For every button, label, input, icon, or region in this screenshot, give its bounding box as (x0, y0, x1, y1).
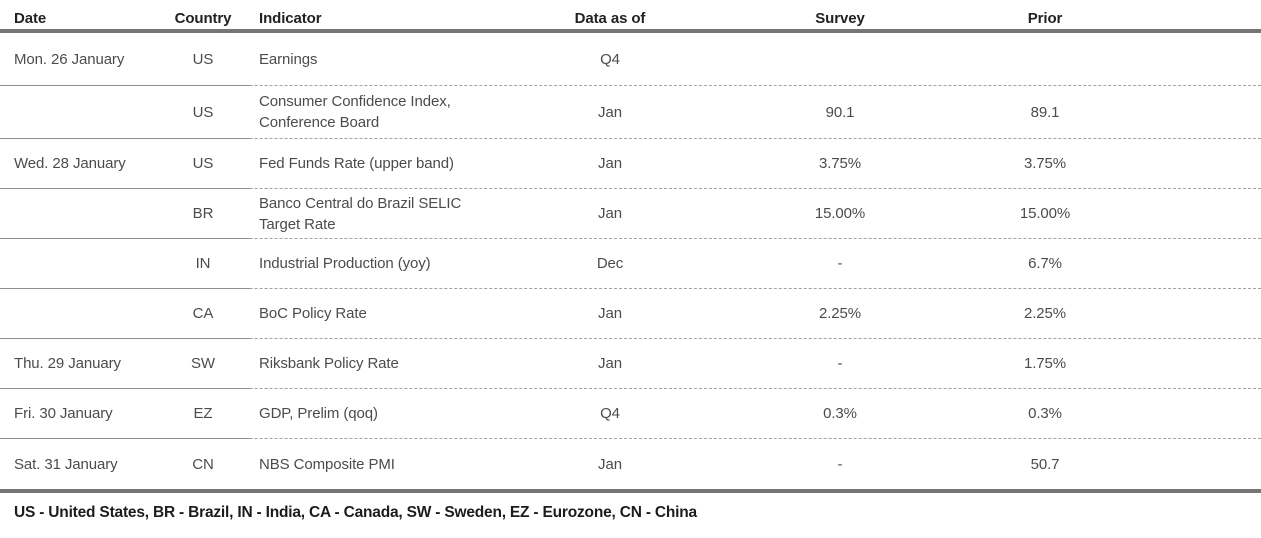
cell-prior: 50.7 (1030, 455, 1060, 473)
cell-indicator: Industrial Production (yoy) (259, 255, 431, 272)
cell-country: SW (191, 355, 215, 372)
cell-data-as-of: Jan (598, 305, 622, 322)
cell-survey: - (837, 355, 843, 372)
cell-prior: 2.25% (1023, 305, 1067, 322)
table-row: Thu. 29 January SW Riksbank Policy Rate Jan… (0, 339, 1261, 389)
cell-survey: 15.00% (814, 205, 866, 222)
cell-country: US (192, 155, 214, 172)
cell-survey: 0.3% (823, 405, 857, 422)
column-header-data-as-of: Data as of (574, 10, 646, 27)
cell-data-as-of: Jan (598, 355, 622, 372)
cell-data-as-of: Jan (598, 455, 622, 473)
table-header-row: Date Country Indicator Data as of Survey… (0, 0, 1261, 33)
column-header-indicator: Indicator (259, 10, 322, 27)
cell-indicator: NBS Composite PMI (259, 455, 395, 473)
cell-country: BR (192, 205, 214, 222)
cell-data-as-of: Jan (598, 155, 622, 172)
cell-survey: - (837, 255, 843, 272)
cell-survey: - (837, 455, 843, 473)
column-header-prior: Prior (1027, 10, 1063, 27)
table-row: Sat. 31 January CN NBS Composite PMI Jan - 50… (0, 439, 1261, 489)
cell-prior: 1.75% (1023, 355, 1067, 372)
cell-date: Fri. 30 January (14, 405, 113, 422)
table-row: IN Industrial Production (yoy) Dec - 6.7% (0, 239, 1261, 289)
country-code-legend: US - United States, BR - Brazil, IN - In… (14, 504, 697, 521)
cell-data-as-of: Dec (596, 255, 624, 272)
cell-indicator: GDP, Prelim (qoq) (259, 405, 378, 422)
cell-data-as-of: Jan (598, 103, 622, 121)
cell-prior: 6.7% (1028, 255, 1062, 272)
cell-prior: 89.1 (1030, 103, 1060, 121)
cell-country: CA (192, 305, 214, 322)
cell-prior: 3.75% (1023, 155, 1067, 172)
bottom-rule (0, 489, 1261, 493)
cell-date: Mon. 26 January (14, 50, 125, 68)
table-row: CA BoC Policy Rate Jan 2.25% 2.25% (0, 289, 1261, 339)
cell-data-as-of: Q4 (600, 50, 620, 68)
cell-indicator: Riksbank Policy Rate (259, 355, 399, 372)
cell-indicator: Banco Central do Brazil SELIC Target Rat… (259, 194, 462, 233)
column-header-country: Country (174, 10, 232, 27)
cell-country: IN (195, 255, 211, 272)
cell-survey: 2.25% (818, 305, 862, 322)
cell-date: Sat. 31 January (14, 455, 118, 473)
cell-survey: 3.75% (818, 155, 862, 172)
table-row: Mon. 26 January US Earnings Q4 (0, 33, 1261, 86)
cell-indicator: Fed Funds Rate (upper band) (259, 155, 454, 172)
cell-survey: 90.1 (825, 103, 855, 121)
cell-country: EZ (193, 405, 213, 422)
cell-date: Thu. 29 January (14, 355, 121, 372)
cell-country: CN (192, 455, 214, 473)
column-header-date: Date (14, 10, 47, 27)
cell-indicator: Consumer Confidence Index, Conference Bo… (259, 93, 451, 131)
cell-data-as-of: Q4 (600, 405, 620, 422)
cell-country: US (192, 50, 214, 68)
cell-prior: 0.3% (1028, 405, 1062, 422)
table-row: US Consumer Confidence Index, Conference … (0, 86, 1261, 139)
cell-date: Wed. 28 January (14, 155, 126, 172)
cell-indicator: BoC Policy Rate (259, 305, 367, 322)
table-row: Fri. 30 January EZ GDP, Prelim (qoq) Q4 0.3%… (0, 389, 1261, 439)
column-header-survey: Survey (815, 10, 865, 27)
table-row: BR Banco Central do Brazil SELIC Target R… (0, 189, 1261, 239)
cell-data-as-of: Jan (598, 205, 622, 222)
table-row: Wed. 28 January US Fed Funds Rate (upper b… (0, 139, 1261, 189)
cell-prior: 15.00% (1019, 205, 1071, 222)
table-body: Mon. 26 January US Earnings Q4 US Consumer Co… (0, 33, 1261, 489)
cell-indicator: Earnings (259, 50, 318, 68)
cell-country: US (192, 103, 214, 121)
